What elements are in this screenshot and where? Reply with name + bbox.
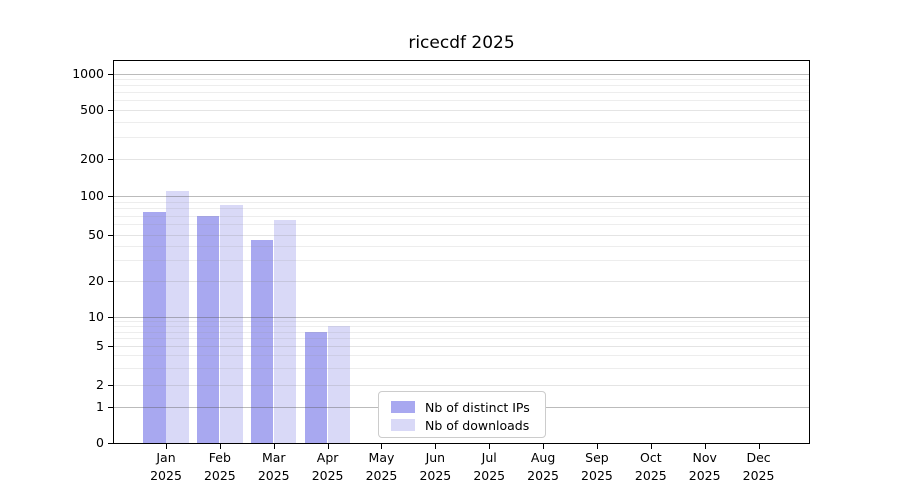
bar-ips-feb — [197, 215, 220, 443]
bar-downloads-mar — [274, 219, 297, 443]
bar-ips-jan — [143, 211, 166, 443]
x-tick-aug — [543, 444, 545, 449]
y-tick-label-20: 20 — [88, 273, 104, 288]
x-tick-label-sep: Sep 2025 — [581, 450, 613, 483]
y-tick-label-2: 2 — [96, 377, 104, 392]
y-tick-label-50: 50 — [88, 226, 104, 242]
y-tick-label-200: 200 — [80, 150, 104, 166]
legend-label-downloads: Nb of downloads — [425, 417, 530, 433]
y-tick-0 — [108, 442, 113, 444]
bar-ips-mar — [251, 239, 274, 443]
legend-swatch-distinct-ips — [391, 401, 415, 413]
plot-area — [113, 60, 810, 444]
bars-layer — [114, 61, 809, 443]
x-tick-label-nov: Nov 2025 — [688, 450, 721, 483]
x-tick-label-jun: Jun 2025 — [419, 450, 452, 483]
y-tick-100 — [108, 196, 113, 197]
y-tick-1 — [108, 406, 113, 408]
x-tick-dec — [758, 444, 760, 449]
x-tick-label-oct: Oct 2025 — [634, 450, 667, 483]
x-tick-nov — [704, 444, 706, 449]
x-tick-apr — [327, 444, 329, 449]
y-tick-label-5: 5 — [96, 338, 104, 353]
x-tick-label-jul: Jul 2025 — [473, 450, 506, 483]
x-tick-label-jan: Jan 2025 — [150, 450, 182, 483]
y-tick-label-500: 500 — [80, 102, 104, 117]
y-tick-5 — [108, 346, 113, 347]
y-tick-label-1000: 1000 — [72, 65, 104, 81]
bar-downloads-apr — [328, 326, 351, 443]
y-tick-10 — [108, 316, 113, 318]
legend: Nb of distinct IPs Nb of downloads — [378, 391, 546, 438]
legend-item-distinct-ips: Nb of distinct IPs — [391, 398, 545, 416]
y-tick-20 — [108, 281, 113, 282]
legend-item-downloads: Nb of downloads — [391, 416, 545, 434]
x-tick-mar — [273, 444, 275, 449]
y-tick-500 — [108, 110, 113, 111]
bar-downloads-jan — [166, 190, 189, 443]
y-tick-1000 — [108, 73, 113, 75]
x-tick-oct — [650, 444, 652, 449]
y-tick-200 — [108, 158, 113, 160]
legend-swatch-downloads — [391, 419, 415, 431]
y-tick-label-100: 100 — [80, 188, 104, 203]
chart-title: ricecdf 2025 — [408, 33, 515, 53]
bar-ips-apr — [304, 331, 328, 443]
x-tick-label-feb: Feb 2025 — [203, 450, 236, 483]
x-tick-sep — [596, 444, 598, 449]
x-tick-feb — [219, 444, 221, 449]
x-tick-jan — [166, 444, 167, 449]
x-tick-label-mar: Mar 2025 — [257, 450, 290, 483]
y-tick-label-0: 0 — [96, 434, 104, 450]
y-tick-50 — [108, 234, 113, 236]
x-tick-jun — [435, 444, 437, 449]
x-tick-label-dec: Dec 2025 — [742, 450, 775, 483]
x-tick-may — [381, 444, 383, 449]
x-tick-jul — [489, 444, 491, 449]
x-tick-label-aug: Aug 2025 — [527, 450, 559, 483]
x-tick-label-may: May 2025 — [365, 450, 398, 483]
y-tick-label-10: 10 — [88, 308, 104, 324]
legend-label-distinct-ips: Nb of distinct IPs — [425, 399, 530, 415]
x-tick-label-apr: Apr 2025 — [311, 450, 344, 483]
bar-downloads-feb — [220, 205, 243, 443]
y-tick-label-1: 1 — [96, 398, 104, 414]
y-tick-2 — [108, 385, 113, 386]
